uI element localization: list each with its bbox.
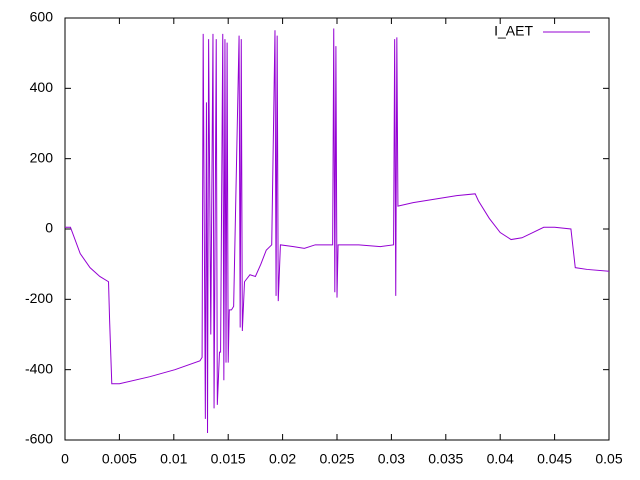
x-tick-label: 0.04 <box>487 451 514 467</box>
x-tick-label: 0.005 <box>102 451 137 467</box>
y-tick-label: 0 <box>45 220 53 236</box>
x-tick-label: 0.03 <box>378 451 405 467</box>
y-tick-label: -600 <box>25 431 53 447</box>
y-tick-label: -200 <box>25 290 53 306</box>
data-line <box>65 28 610 433</box>
y-tick-label: 400 <box>30 79 54 95</box>
x-tick-label: 0.035 <box>428 451 463 467</box>
x-tick-label: 0.045 <box>537 451 572 467</box>
y-tick-label: 200 <box>30 149 54 165</box>
x-tick-label: 0.025 <box>319 451 354 467</box>
legend-label: I_AET <box>494 23 533 39</box>
x-tick-label: 0.015 <box>211 451 246 467</box>
x-tick-label: 0.05 <box>595 451 622 467</box>
x-tick-label: 0.02 <box>269 451 296 467</box>
y-tick-label: -400 <box>25 360 53 376</box>
x-tick-label: 0.01 <box>160 451 187 467</box>
y-tick-label: 600 <box>30 9 54 25</box>
x-tick-label: 0 <box>61 451 69 467</box>
